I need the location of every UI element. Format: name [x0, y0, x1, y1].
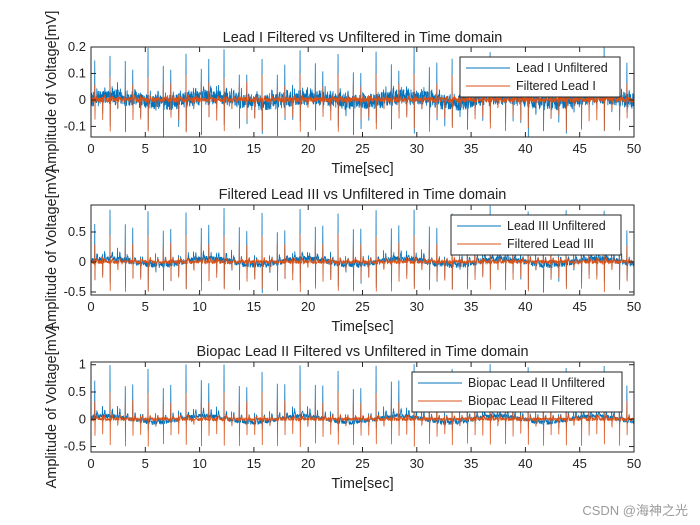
panel-1-ytick-label-1: 0	[79, 92, 86, 107]
panel-3-xtick-label-3: 15	[247, 456, 261, 471]
panel-2-xtick-label-7: 35	[464, 299, 478, 314]
panel-3-ylabel: Amplitude of Voltage[mV]	[44, 326, 60, 489]
panel-1-xtick-label-0: 0	[87, 141, 94, 156]
panel-3-legend	[411, 371, 623, 413]
panel-1-title: Lead I Filtered vs Unfiltered in Time do…	[223, 30, 503, 46]
panel-3-ytick-label-1: 0	[79, 411, 86, 426]
panel-2-legend-label-1: Lead III Unfiltered	[507, 219, 606, 233]
panel-1-xtick-label-10: 50	[627, 141, 641, 156]
panel-3-title: Biopac Lead II Filtered vs Unfiltered in…	[196, 344, 528, 360]
panel-1-ytick-label-2: 0.1	[68, 65, 86, 80]
panel-1-ylabel: Amplitude of Voltage[mV]	[44, 11, 60, 174]
panel-1-legend	[459, 56, 621, 98]
panel-3-legend-label-1: Biopac Lead II Unfiltered	[468, 376, 605, 390]
panel-3-ytick-label-3: 1	[79, 357, 86, 372]
panel-3-ytick-label-2: 0.5	[68, 384, 86, 399]
panel-1-legend-label-1: Lead I Unfiltered	[516, 61, 608, 75]
panel-3-xtick-label-5: 25	[355, 456, 369, 471]
panel-2-xtick-label-10: 50	[627, 299, 641, 314]
panel-3-series-2-line	[91, 390, 634, 447]
panel-2-xtick-label-3: 15	[247, 299, 261, 314]
csdn-watermark: CSDN @海神之光	[582, 503, 688, 518]
panel-1-xtick-label-4: 20	[301, 141, 315, 156]
panel-1-ytick-label-3: 0.2	[68, 39, 86, 54]
panel-3-xtick-label-2: 10	[192, 456, 206, 471]
panel-3-xtick-label-7: 35	[464, 456, 478, 471]
panel-2-xtick-label-0: 0	[87, 299, 94, 314]
panel-2-xtick-label-5: 25	[355, 299, 369, 314]
panel-1-series-2-line	[91, 73, 634, 133]
panel-2-legend	[450, 214, 622, 256]
panel-3-xtick-label-6: 30	[410, 456, 424, 471]
panel-2-title: Filtered Lead III vs Unfiltered in Time …	[219, 187, 507, 203]
panel-2-legend-label-2: Filtered Lead III	[507, 237, 594, 251]
panel-3-xtick-label-1: 5	[142, 456, 149, 471]
panel-1-xtick-label-8: 40	[518, 141, 532, 156]
panel-3-legend-label-2: Biopac Lead II Filtered	[468, 394, 593, 408]
panel-1-xlabel: Time[sec]	[331, 161, 393, 177]
panel-1-xtick-label-7: 35	[464, 141, 478, 156]
panel-2-ylabel: Amplitude of Voltage[mV]	[44, 169, 60, 332]
panel-1-ytick-label-0: -0.1	[64, 118, 86, 133]
panel-3-xtick-label-4: 20	[301, 456, 315, 471]
panel-1-xtick-label-5: 25	[355, 141, 369, 156]
panel-1-xtick-label-9: 45	[572, 141, 586, 156]
panel-2-xlabel: Time[sec]	[331, 319, 393, 335]
panel-1-xtick-label-2: 10	[192, 141, 206, 156]
panel-2-ytick-label-0: -0.5	[64, 284, 86, 299]
panel-3-xtick-label-8: 40	[518, 456, 532, 471]
panel-1-xtick-label-1: 5	[142, 141, 149, 156]
panel-2-xtick-label-6: 30	[410, 299, 424, 314]
panel-2-series-2-line	[91, 233, 634, 292]
panel-2-xtick-label-9: 45	[572, 299, 586, 314]
panel-3-xtick-label-9: 45	[572, 456, 586, 471]
panel-2-ytick-label-1: 0	[79, 254, 86, 269]
panel-3-xlabel: Time[sec]	[331, 476, 393, 492]
panel-3-xtick-label-10: 50	[627, 456, 641, 471]
panel-1-legend-label-2: Filtered Lead I	[516, 79, 596, 93]
panel-2-ytick-label-2: 0.5	[68, 224, 86, 239]
panel-2-xtick-label-4: 20	[301, 299, 315, 314]
panel-2-xtick-label-8: 40	[518, 299, 532, 314]
panel-3-xtick-label-0: 0	[87, 456, 94, 471]
panel-1-xtick-label-3: 15	[247, 141, 261, 156]
panel-2-xtick-label-1: 5	[142, 299, 149, 314]
panel-1-xtick-label-6: 30	[410, 141, 424, 156]
panel-3-ytick-label-0: -0.5	[64, 439, 86, 454]
panel-2-xtick-label-2: 10	[192, 299, 206, 314]
